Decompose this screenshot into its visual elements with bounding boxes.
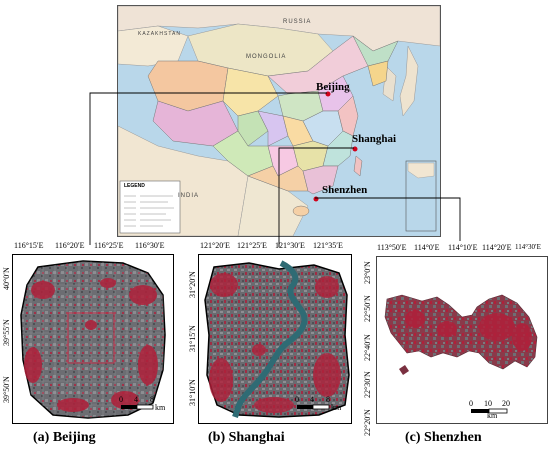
shanghai-lat-tick-3: 31°10′N [188,379,197,406]
russia-label: RUSSIA [283,19,312,25]
china-provinces [147,35,399,217]
shenzhen-lat-tick-2: 22°50′N [363,295,372,322]
beijing-vegetation [24,278,158,412]
shanghai-lat-tick-1: 31°20′N [188,271,197,298]
beijing-lon-tick-4: 116°30′E [135,241,165,250]
shenzhen-lat-tick-5: 22°20′N [363,409,372,436]
beijing-scale-bar [121,404,154,410]
shenzhen-connector [315,197,461,241]
shanghai-imagery [204,260,350,418]
beijing-scale-0: 0 [119,395,123,404]
shenzhen-island [399,365,409,375]
legend-entries [124,195,174,227]
shenzhen-scale-bar [471,408,508,414]
kazakhstan-label: KAZAKHSTAN [138,31,181,37]
beijing-lon-tick-3: 116°25′E [94,241,124,250]
beijing-scale-unit: km [155,403,166,412]
shenzhen-lat-tick-4: 22°30′N [363,371,372,398]
shenzhen-scale-unit: km [487,411,498,420]
shanghai-caption: (b) Shanghai [208,430,285,445]
legend-box [119,180,181,234]
shenzhen-lon-tick-5: 114°30′E [515,243,541,251]
shenzhen-lat-tick-3: 22°40′N [363,334,372,361]
shenzhen-imagery [384,294,538,414]
mongolia-label: MONGOLIA [246,54,287,60]
shanghai-boundary [204,262,350,418]
beijing-lat-tick-3: 39°50′N [2,376,11,403]
shanghai-lon-tick-1: 121°20′E [200,241,230,250]
beijing-caption: (a) Beijing [33,430,96,445]
beijing-scale-8: 8 [150,395,154,404]
shenzhen-lon-tick-3: 114°10′E [448,243,478,252]
beijing-lon-tick-2: 116°20′E [55,241,85,250]
shenzhen-lon-tick-4: 114°20′E [482,243,512,252]
huangpu-river [232,260,308,418]
beijing-imagery [20,260,166,419]
shanghai-scale-bar [297,404,330,410]
shanghai-scale-4: 4 [310,395,314,404]
shenzhen-scale-10: 10 [484,399,492,408]
india-label: INDIA [178,193,200,199]
shenzhen-lon-tick-2: 114°0′E [414,243,440,252]
shanghai-lon-tick-2: 121°25′E [237,241,267,250]
shenzhen-lon-tick-1: 113°50′E [377,243,407,252]
beijing-connector [89,92,327,245]
beijing-lat-tick-2: 39°55′N [2,319,11,346]
beijing-lon-tick-1: 116°15′E [14,241,44,250]
shanghai-scale-8: 8 [326,395,330,404]
shanghai-panel: 0 4 8 km [198,254,352,424]
beijing-scale-4: 4 [134,395,138,404]
beijing-lat-tick-1: 40°0′N [2,267,11,290]
shanghai-lon-tick-3: 121°30′E [275,241,305,250]
shanghai-lat-tick-2: 31°15′N [188,325,197,352]
beijing-map-label: Beijing [316,81,350,93]
shanghai-connector [278,147,354,247]
shanghai-scale-0: 0 [295,395,299,404]
beijing-panel: 0 4 8 km [12,254,174,424]
shenzhen-panel: 0 10 20 km [376,256,548,424]
shanghai-scale-unit: km [331,403,342,412]
shanghai-lon-tick-4: 121°35′E [313,241,343,250]
shanghai-vegetation [209,273,341,413]
shenzhen-lat-tick-1: 23°0′N [363,261,372,284]
shenzhen-vegetation [405,310,532,351]
shenzhen-map-label: Shenzhen [322,184,368,196]
shenzhen-scale-0: 0 [469,399,473,408]
legend-title: LEGEND [124,183,145,189]
shenzhen-caption: (c) Shenzhen [405,430,482,445]
japan-region [399,45,419,117]
shenzhen-scale-20: 20 [502,399,510,408]
shanghai-map-label: Shanghai [352,133,397,145]
